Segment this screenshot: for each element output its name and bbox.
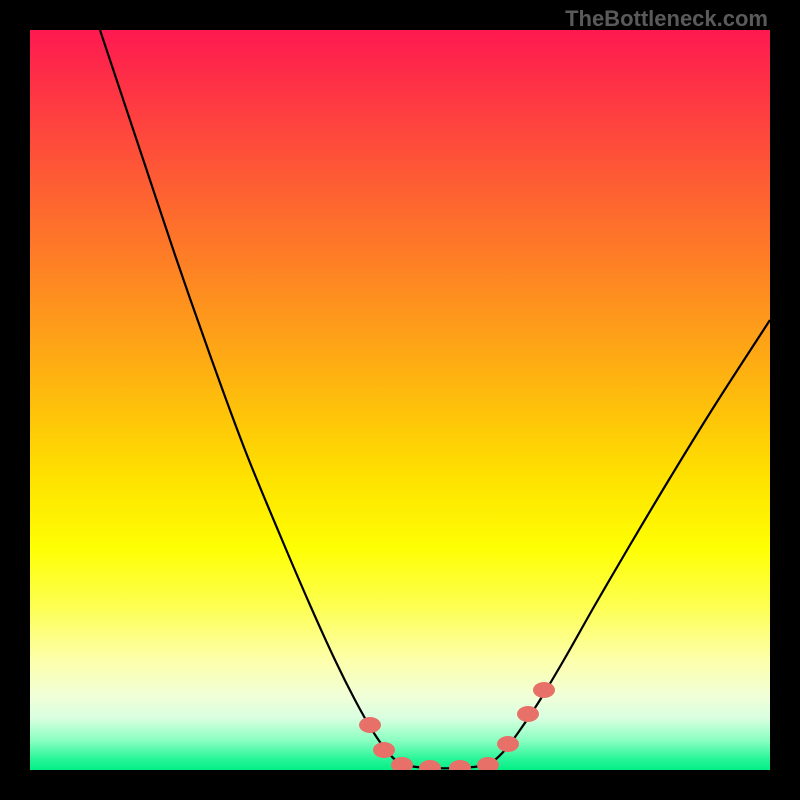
curve-marker: [517, 706, 539, 722]
gradient-background: [30, 30, 770, 770]
curve-marker: [497, 736, 519, 752]
curve-marker: [373, 742, 395, 758]
curve-marker: [533, 682, 555, 698]
bottleneck-chart: [30, 30, 770, 770]
watermark-text: TheBottleneck.com: [565, 6, 768, 32]
curve-marker: [359, 717, 381, 733]
chart-svg: [30, 30, 770, 770]
